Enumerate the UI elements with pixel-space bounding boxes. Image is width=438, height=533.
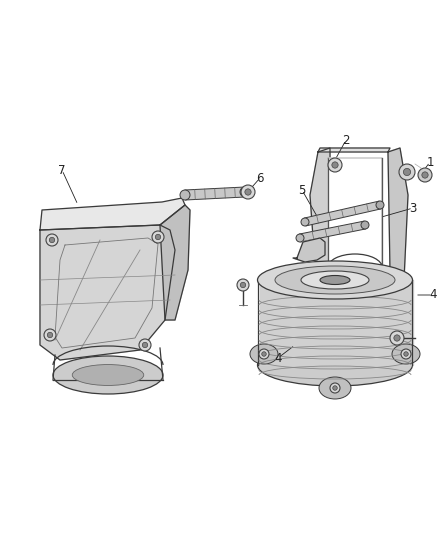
Circle shape [155,235,161,240]
Text: 5: 5 [298,183,306,197]
Circle shape [361,221,369,229]
Circle shape [152,231,164,243]
Circle shape [401,349,411,359]
Ellipse shape [258,261,413,299]
Polygon shape [310,148,330,280]
Ellipse shape [250,344,278,364]
Text: 1: 1 [426,156,434,168]
Circle shape [259,349,269,359]
Circle shape [403,168,410,175]
Ellipse shape [301,271,369,289]
Polygon shape [260,280,413,365]
Circle shape [44,329,56,341]
Text: 3: 3 [410,201,417,214]
Circle shape [240,187,250,197]
Circle shape [390,331,404,345]
Polygon shape [293,238,325,262]
Circle shape [332,162,338,168]
Circle shape [240,282,246,288]
Ellipse shape [72,365,144,385]
Ellipse shape [320,276,350,285]
Circle shape [49,237,55,243]
Polygon shape [388,148,408,290]
Circle shape [418,168,432,182]
Circle shape [245,189,251,195]
Polygon shape [299,221,366,242]
Circle shape [142,342,148,348]
Circle shape [180,190,190,200]
Circle shape [333,386,337,390]
Text: 4: 4 [274,351,282,365]
Circle shape [237,279,249,291]
Circle shape [394,335,400,341]
Text: 2: 2 [342,133,350,147]
Polygon shape [40,198,185,230]
Ellipse shape [392,344,420,364]
Text: 7: 7 [58,164,66,176]
Circle shape [309,248,313,252]
Circle shape [404,352,408,356]
Circle shape [376,201,384,209]
Circle shape [328,158,342,172]
Text: 6: 6 [256,172,264,184]
Polygon shape [318,148,390,152]
Polygon shape [160,205,190,320]
Circle shape [301,218,309,226]
Circle shape [262,352,266,356]
Polygon shape [328,158,382,270]
Ellipse shape [53,356,163,394]
Ellipse shape [258,344,413,386]
Text: 4: 4 [429,288,437,302]
Circle shape [47,332,53,338]
Circle shape [399,164,415,180]
Circle shape [46,234,58,246]
Circle shape [241,185,255,199]
Polygon shape [40,225,175,360]
Ellipse shape [275,266,395,294]
Polygon shape [304,201,381,226]
Circle shape [306,245,316,255]
Circle shape [422,172,428,178]
Circle shape [139,339,151,351]
Ellipse shape [319,377,351,399]
Polygon shape [185,187,245,200]
Circle shape [296,234,304,242]
Circle shape [330,383,340,393]
